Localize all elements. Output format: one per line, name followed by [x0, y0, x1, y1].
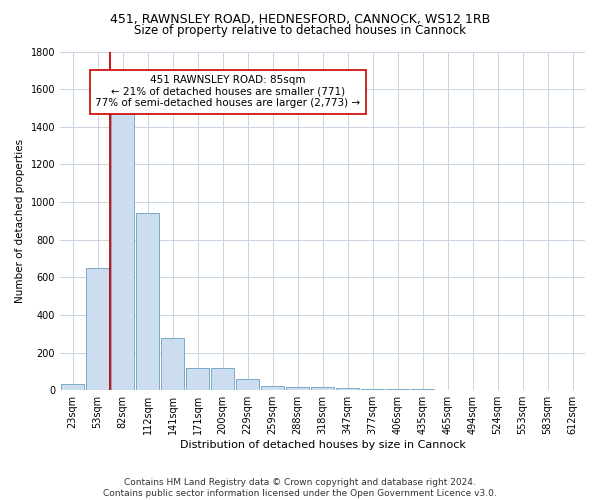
Bar [311, 388, 334, 390]
Text: 451, RAWNSLEY ROAD, HEDNESFORD, CANNOCK, WS12 1RB: 451, RAWNSLEY ROAD, HEDNESFORD, CANNOCK,… [110, 12, 490, 26]
Bar [261, 386, 284, 390]
Bar [61, 384, 84, 390]
Y-axis label: Number of detached properties: Number of detached properties [15, 139, 25, 303]
Text: Contains HM Land Registry data © Crown copyright and database right 2024.
Contai: Contains HM Land Registry data © Crown c… [103, 478, 497, 498]
Bar [186, 368, 209, 390]
X-axis label: Distribution of detached houses by size in Cannock: Distribution of detached houses by size … [179, 440, 466, 450]
Bar [161, 338, 184, 390]
Text: 451 RAWNSLEY ROAD: 85sqm
← 21% of detached houses are smaller (771)
77% of semi-: 451 RAWNSLEY ROAD: 85sqm ← 21% of detach… [95, 75, 361, 108]
Bar [336, 388, 359, 390]
Bar [111, 80, 134, 390]
Bar [286, 388, 309, 390]
Bar [136, 214, 159, 390]
Bar [211, 368, 234, 390]
Bar [236, 379, 259, 390]
Bar [86, 268, 109, 390]
Text: Size of property relative to detached houses in Cannock: Size of property relative to detached ho… [134, 24, 466, 37]
